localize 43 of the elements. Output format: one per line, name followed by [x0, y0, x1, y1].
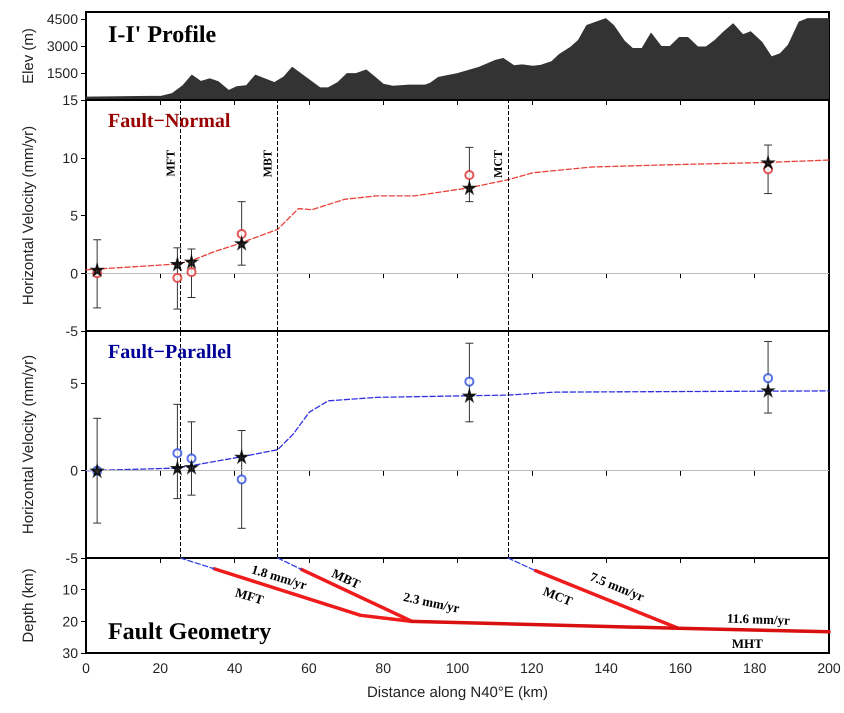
y-tick-label: 3000: [46, 38, 78, 54]
x-tick-label: 180: [743, 660, 767, 676]
y-tick-label: -5: [66, 323, 78, 339]
text: Fault−Parallel: [108, 341, 232, 363]
x-tick-label: 80: [375, 660, 392, 676]
ref-line-label: MCT: [491, 150, 506, 178]
x-tick-label: 120: [520, 660, 544, 676]
annotation: 7.5 mm/yr: [588, 568, 647, 604]
y-tick-label: 1500: [46, 65, 78, 82]
chart-title: I-I' Profile: [108, 22, 217, 48]
y-tick-label: 4500: [46, 11, 78, 28]
y-tick-label: -5: [66, 550, 78, 566]
y-tick-label: 0: [70, 462, 78, 479]
y-axis-title: Horizontal Velocity (mm/yr): [20, 126, 37, 306]
series-label: MHT: [732, 636, 764, 651]
y-tick-label: 10: [62, 582, 78, 598]
text: MCT: [540, 583, 575, 609]
x-tick-label: 200: [817, 660, 841, 676]
ref-line-label: MFT: [163, 150, 178, 177]
y-tick-label: 30: [62, 645, 78, 661]
y-axis-title: Horizontal Velocity (mm/yr): [20, 354, 37, 534]
text: MBT: [329, 566, 363, 592]
x-tick-label: 40: [226, 660, 243, 676]
x-tick-label: 60: [301, 660, 317, 676]
x-tick-label: 20: [152, 660, 168, 676]
text: Fault−Normal: [108, 110, 231, 132]
x-tick-label: 140: [594, 660, 618, 676]
x-tick-label: 100: [446, 660, 470, 676]
x-tick-label: 160: [668, 660, 692, 676]
y-tick-label: 5: [70, 208, 78, 224]
y-axis-title: Elev (m): [20, 28, 37, 84]
x-tick-label: 0: [82, 660, 90, 676]
y-tick-label: 0: [70, 265, 78, 282]
annotation: 2.3 mm/yr: [402, 589, 462, 616]
y-axis-title: Depth (km): [20, 568, 37, 643]
annotation: 11.6 mm/yr: [726, 610, 790, 628]
y-tick-label: 10: [62, 150, 78, 166]
text: Fault Geometry: [108, 619, 272, 645]
x-axis-title: Distance along N40°E (km): [366, 684, 548, 701]
y-tick-label: 15: [62, 92, 78, 108]
ref-line-label: MBT: [260, 150, 275, 178]
y-tick-label: 5: [70, 375, 78, 392]
y-tick-label: 20: [62, 613, 78, 630]
